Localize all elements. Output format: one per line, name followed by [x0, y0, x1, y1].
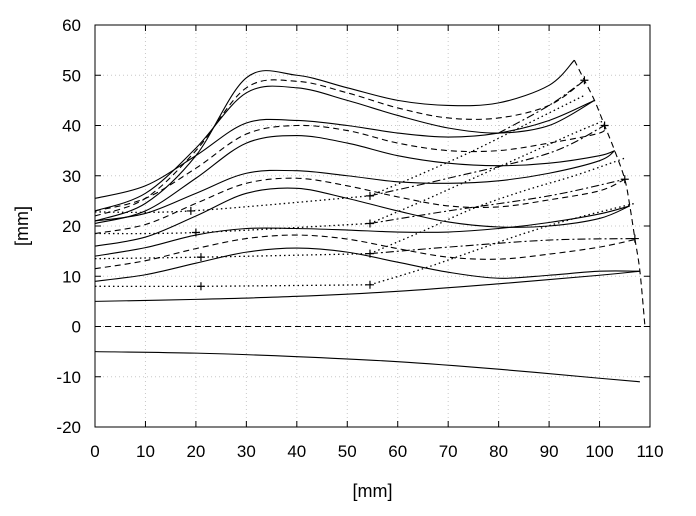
series-line-7	[94, 177, 626, 235]
series-line-15	[369, 238, 635, 255]
x-tick-label-6: 60	[388, 442, 407, 461]
series-line-22	[94, 195, 371, 214]
x-tick-label-0: 0	[90, 442, 99, 461]
marker-plus-10	[620, 175, 629, 184]
series-line-0	[94, 351, 640, 383]
x-tick-label-9: 90	[540, 442, 559, 461]
marker-plus-6	[186, 206, 195, 215]
series-line-9	[94, 134, 615, 225]
y-tick-label-6: 40	[62, 117, 81, 136]
y-tick-label-8: 60	[62, 16, 81, 35]
grid-lines	[95, 25, 650, 427]
series-line-21	[94, 222, 371, 235]
marker-plus-7	[365, 191, 374, 200]
y-tick-label-2: 0	[72, 318, 81, 337]
x-tick-label-5: 50	[338, 442, 357, 461]
marker-plus-2	[196, 253, 205, 262]
x-tick-label-1: 10	[136, 442, 155, 461]
y-tick-label-7: 50	[62, 66, 81, 85]
plot-frame	[94, 24, 651, 428]
series-line-24	[369, 157, 625, 255]
marker-plus-11	[630, 234, 639, 243]
y-tick-label-3: 10	[62, 267, 81, 286]
series-line-17	[369, 125, 605, 197]
series-line-23	[369, 202, 636, 286]
series-line-14	[94, 59, 575, 222]
x-tick-label-4: 40	[287, 442, 306, 461]
series-line-3	[94, 247, 640, 282]
y-axis-ticks: -20 -10 0 10 20 30 40 50 60	[56, 16, 650, 437]
series-line-4	[94, 234, 635, 270]
x-tick-label-2: 20	[186, 442, 205, 461]
y-axis-label: [mm]	[12, 206, 32, 246]
y-tick-label-1: -10	[56, 368, 81, 387]
series-line-10	[94, 124, 606, 212]
x-axis-label: [mm]	[353, 481, 393, 501]
y-tick-label-0: -20	[56, 418, 81, 437]
series-lines	[94, 59, 650, 383]
series-line-18	[498, 79, 585, 134]
x-tick-label-3: 30	[237, 442, 256, 461]
series-line-2	[94, 270, 640, 302]
series-line-8	[94, 150, 616, 222]
series-line-19	[94, 284, 370, 288]
marker-plus-3	[365, 249, 374, 258]
y-tick-label-5: 30	[62, 167, 81, 186]
marker-plus-9	[600, 121, 609, 130]
series-line-12	[94, 85, 595, 212]
marker-plus-0	[196, 282, 205, 291]
series-line-13	[94, 79, 585, 217]
series-line-5	[94, 205, 630, 257]
x-tick-label-7: 70	[439, 442, 458, 461]
marker-plus-8	[580, 76, 589, 85]
marker-plus-4	[191, 228, 200, 237]
series-line-26	[369, 94, 585, 197]
x-tick-label-10: 100	[585, 442, 613, 461]
series-line-27	[573, 59, 646, 327]
series-line-20	[94, 252, 370, 260]
data-markers	[186, 76, 639, 291]
marker-plus-1	[365, 280, 374, 289]
x-tick-label-11: 110	[636, 442, 663, 461]
marker-plus-5	[365, 219, 374, 228]
series-line-6	[94, 187, 631, 247]
series-line-16	[369, 178, 625, 225]
series-line-25	[369, 119, 605, 225]
x-axis-ticks: 0 10 20 30 40 50 60 70 80 90 100 110	[90, 25, 664, 461]
x-tick-label-8: 80	[489, 442, 508, 461]
y-tick-label-4: 20	[62, 217, 81, 236]
